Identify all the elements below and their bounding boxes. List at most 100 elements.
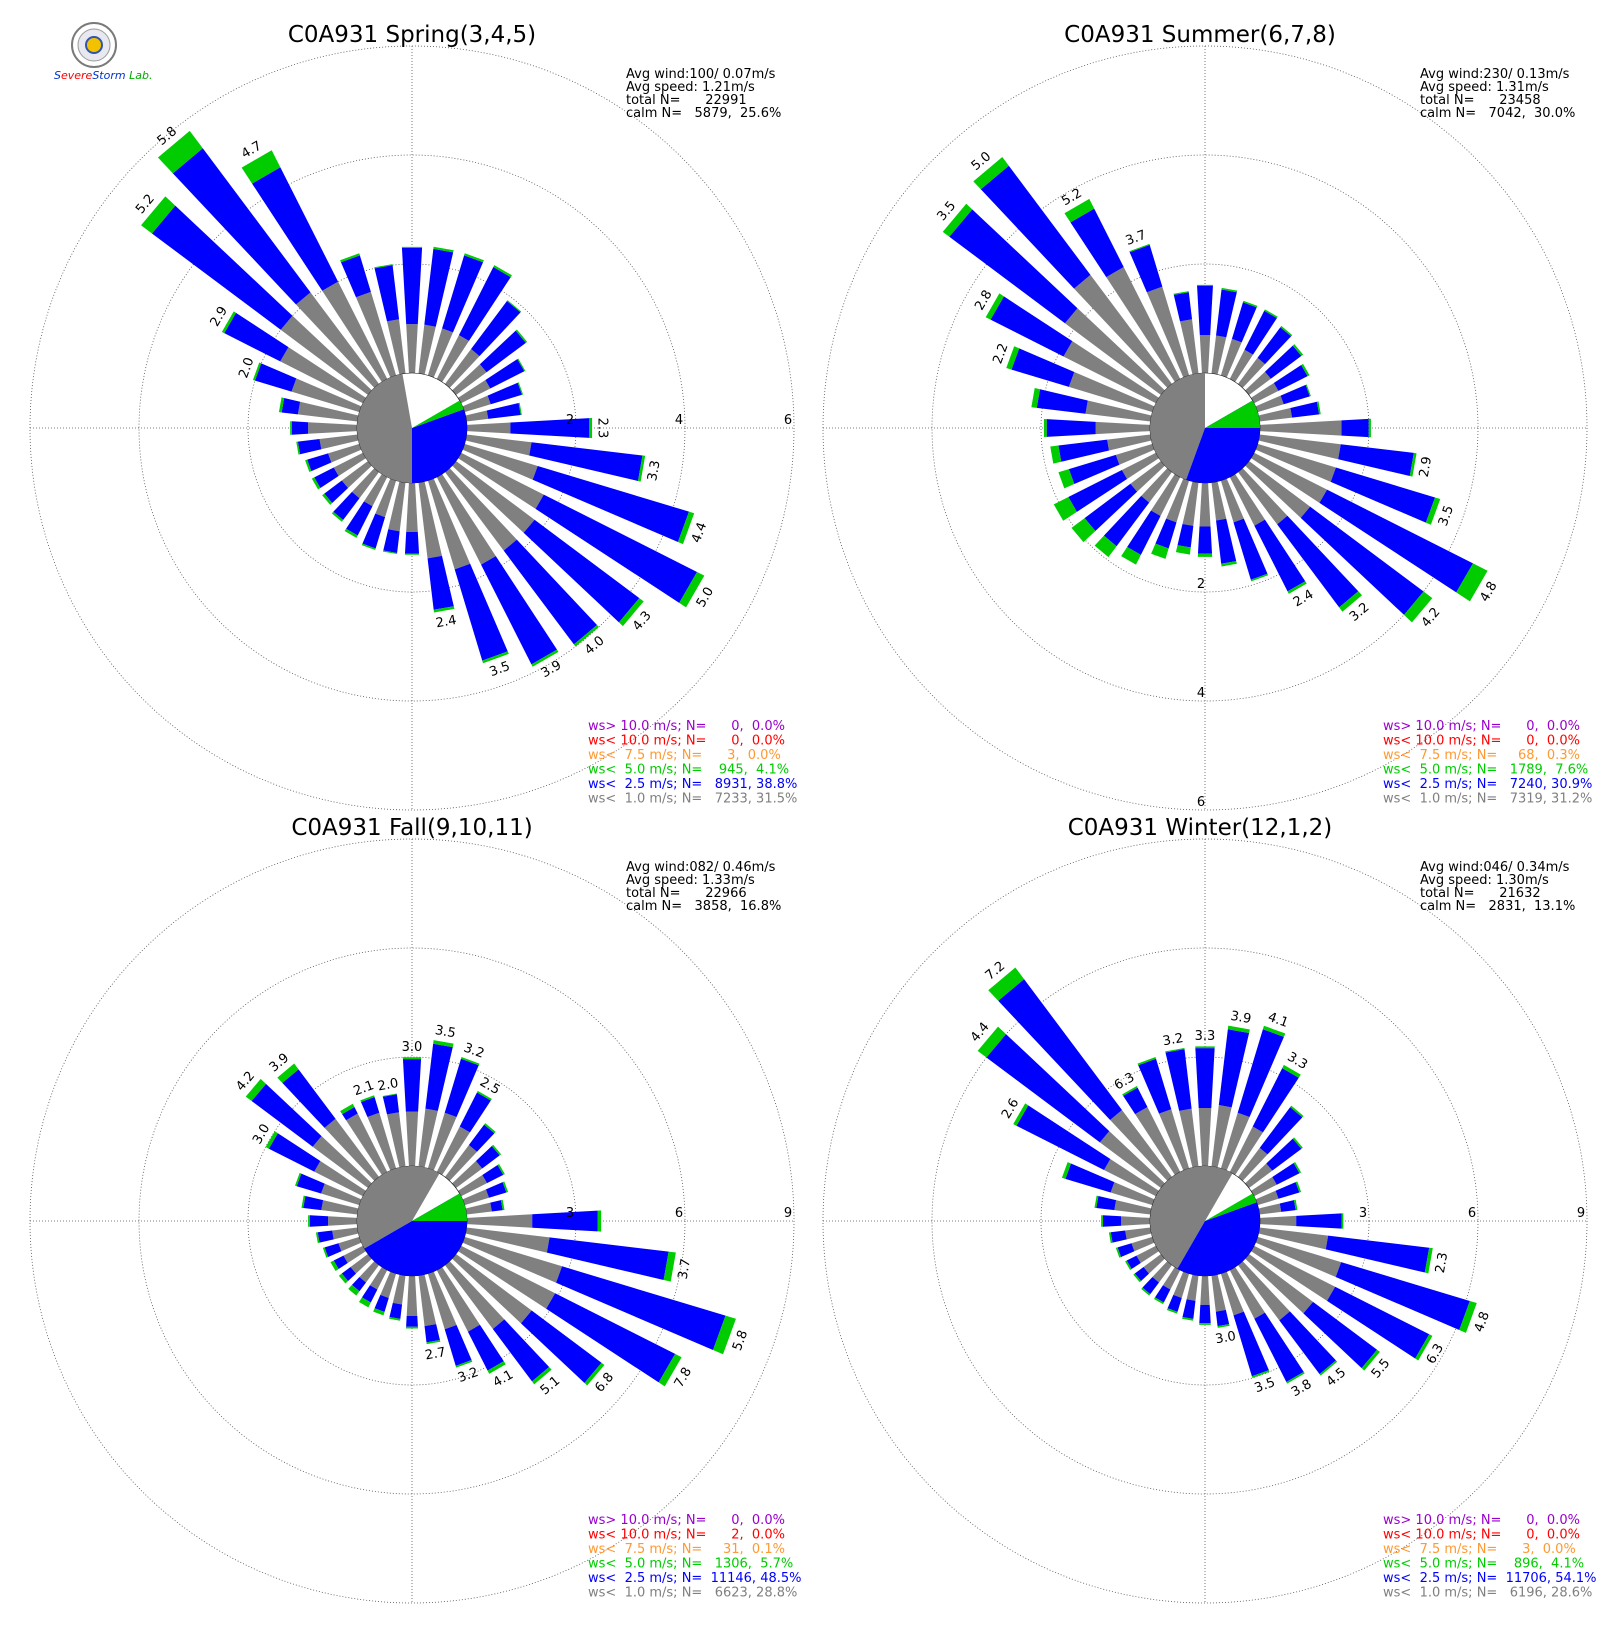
bar-segment-lt5 (1050, 445, 1062, 464)
bar-segment-lt2_5 (1216, 518, 1237, 564)
bar-segment-lt5 (1058, 469, 1075, 489)
bar-segment-lt5 (322, 493, 333, 505)
legend-entry: ws< 7.5 m/s; N= 68, 0.3% (1383, 748, 1580, 763)
bar-segment-lt2_5 (1244, 310, 1277, 355)
bar-segment-lt1 (1255, 395, 1284, 413)
bar-segment-lt1 (418, 324, 436, 375)
bar-segment-lt1 (462, 443, 538, 480)
bar-value-label: 4.8 (1472, 1310, 1493, 1335)
bar-segment-lt5 (1319, 1360, 1338, 1376)
bar-segment-lt5 (330, 1260, 339, 1272)
bar-segment-lt2_5 (341, 1267, 357, 1282)
chart-title: C0A931 Winter(12,1,2) (1068, 815, 1333, 841)
bar-segment-lt1 (436, 335, 469, 382)
bar-segment-lt5 (383, 550, 398, 555)
bar-segment-lt5 (1115, 1247, 1122, 1258)
bar-segment-lt1 (1115, 443, 1155, 465)
bar-segment-lt1 (406, 482, 418, 532)
bar-segment-lt1 (363, 474, 388, 507)
bar-segment-lt2_5 (546, 1237, 669, 1281)
bar-segment-lt5 (1165, 1048, 1185, 1053)
bar-segment-lt5 (1129, 243, 1150, 253)
bar-segment-lt1 (321, 1200, 359, 1215)
bar-segment-lt5 (359, 1297, 371, 1308)
bar-segment-lt5 (1031, 388, 1041, 408)
ring-label: 6 (784, 413, 792, 428)
legend-entry: ws< 5.0 m/s; N= 1306, 5.7% (588, 1557, 793, 1572)
legend-entry: ws< 2.5 m/s; N= 11706, 54.1% (1383, 1571, 1597, 1586)
bar-segment-lt2_5 (1177, 523, 1194, 548)
bar-value-label: 2.4 (1291, 587, 1316, 610)
bar-segment-lt2_5 (1215, 1309, 1230, 1327)
bar-segment-lt2_5 (324, 480, 349, 503)
bar-segment-lt5 (500, 1199, 505, 1211)
bar-segment-lt2_5 (986, 1034, 1110, 1143)
legend-entry: ws< 7.5 m/s; N= 3, 0.0% (588, 748, 781, 763)
bar-segment-lt5 (1121, 546, 1141, 565)
wind-rose-panel: 2.93.54.84.23.22.42.22.83.55.05.23.7246C… (822, 22, 1592, 811)
bar-segment-lt5 (1280, 325, 1293, 337)
bar-value-label: 2.2 (990, 341, 1011, 366)
bar-segment-lt2_5 (401, 247, 423, 325)
bar-segment-lt1 (1141, 468, 1173, 503)
bar-segment-lt1 (351, 468, 380, 499)
bar-segment-lt1 (1121, 452, 1159, 480)
bar-segment-lt1 (1104, 1159, 1159, 1197)
bar-segment-lt2_5 (342, 1107, 358, 1121)
bar-segment-lt5 (1094, 1195, 1099, 1209)
bar-segment-lt1 (319, 434, 359, 450)
bar-segment-lt1 (418, 1108, 438, 1168)
bar-segment-lt5 (311, 477, 321, 490)
bar-segment-lt2_5 (529, 442, 643, 482)
bar-segment-lt5 (1424, 1247, 1433, 1274)
ring-label: 6 (675, 1206, 683, 1221)
bar-value-label: 3.5 (434, 1023, 457, 1041)
ring-label: 9 (1577, 1206, 1585, 1221)
bar-segment-lt2_5 (1123, 1087, 1148, 1115)
bar-segment-lt5 (1301, 363, 1310, 377)
bar-segment-lt1 (312, 1136, 372, 1189)
bar-segment-lt5 (515, 329, 528, 343)
bar-segment-lt5 (713, 1315, 736, 1355)
bar-segment-lt5 (1166, 1308, 1178, 1314)
bar-segment-lt1 (392, 1274, 406, 1305)
legend-entry: ws< 2.5 m/s; N= 11146, 48.5% (588, 1571, 802, 1586)
bar-segment-lt5 (1061, 1162, 1071, 1179)
bar-segment-lt1 (1211, 1105, 1232, 1168)
bar-segment-lt1 (1110, 1110, 1173, 1181)
bar-segment-lt2_5 (404, 531, 420, 554)
bar-segment-lt2_5 (151, 205, 293, 330)
bar-segment-lt1 (1143, 1253, 1165, 1274)
bar-segment-lt2_5 (333, 491, 360, 521)
pie-segment-lt5 (1205, 1193, 1257, 1221)
bar-segment-lt5 (1295, 1181, 1302, 1193)
stats-line: calm N= 3858, 16.8% (626, 899, 781, 914)
bar-segment-lt2_5 (291, 421, 309, 435)
bar-segment-lt1 (1135, 1107, 1181, 1175)
legend-entry: ws< 7.5 m/s; N= 31, 0.1% (588, 1542, 785, 1557)
bar-segment-lt1 (1179, 319, 1199, 375)
bar-segment-lt1 (1255, 1236, 1342, 1278)
bar-segment-lt1 (1095, 421, 1151, 435)
bar-segment-lt2_5 (1233, 1311, 1269, 1377)
bar-segment-lt1 (324, 1118, 380, 1181)
bar-segment-lt5 (348, 1284, 360, 1296)
stats-line: calm N= 7042, 30.0% (1420, 106, 1575, 121)
bar-segment-lt5 (1290, 1105, 1304, 1118)
bar-segment-lt2_5 (492, 1319, 550, 1382)
bar-segment-lt5 (389, 1316, 401, 1321)
bar-value-label: 3.0 (402, 1040, 423, 1055)
stats-line: Avg speed: 1.31m/s (1420, 80, 1549, 95)
bar-segment-lt1 (458, 379, 491, 404)
bar-segment-lt1 (1255, 443, 1336, 482)
bar-segment-lt1 (296, 292, 380, 388)
bar-segment-lt1 (436, 1126, 470, 1175)
bar-segment-lt2_5 (1327, 1286, 1430, 1359)
bar-segment-lt2_5 (251, 1083, 322, 1147)
bar-segment-lt5 (141, 196, 176, 234)
bar-segment-lt1 (465, 1227, 550, 1253)
bar-segment-lt1 (355, 291, 397, 378)
pie-segment-lt1 (357, 1166, 440, 1249)
bar-segment-lt1 (465, 1202, 492, 1215)
bar-segment-lt1 (418, 481, 442, 559)
